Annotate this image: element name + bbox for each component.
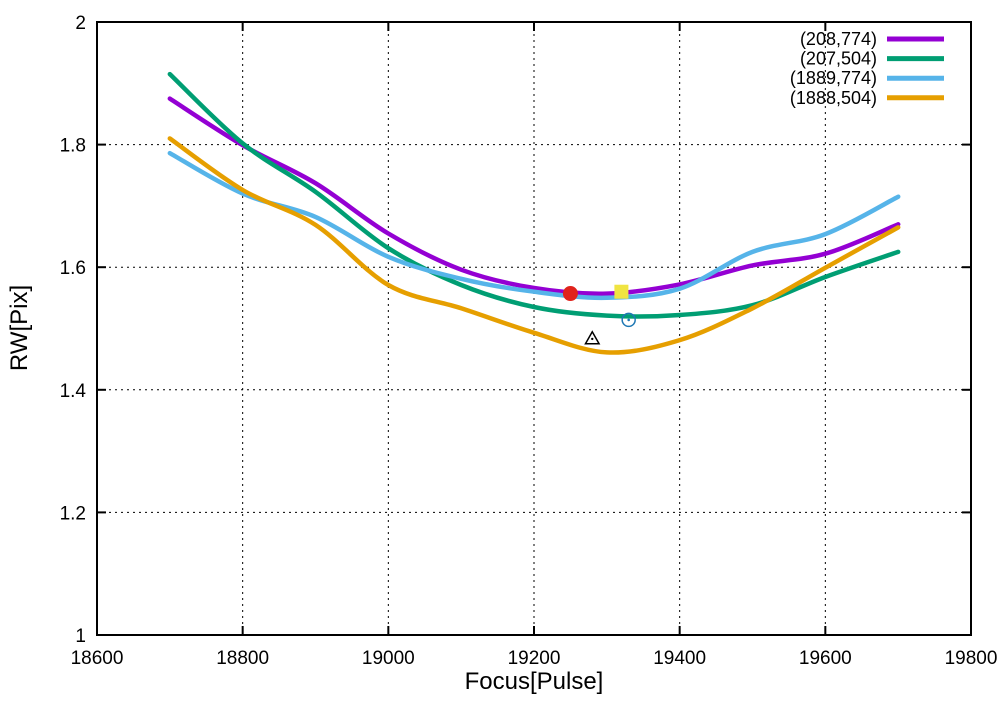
legend-entry: (208,774): [800, 29, 944, 49]
legend-entry: (1888,504): [790, 88, 944, 108]
x-tick-label: 19400: [653, 648, 706, 669]
x-axis-label: Focus[Pulse]: [465, 668, 604, 695]
y-tick-label: 1.4: [60, 381, 87, 402]
legend-entry: (207,504): [800, 49, 944, 69]
x-tick-label: 18800: [216, 648, 269, 669]
plot-area: 18600 18800 19000 19200 19400 19600 19800 1 1.2 1…: [60, 13, 998, 669]
series-line-(1888,504): [167, 136, 901, 355]
y-axis-label: RW[Pix]: [6, 285, 33, 371]
legend-label: (1888,504): [790, 88, 877, 108]
series-line-(1889,774): [167, 150, 901, 301]
legend-entry: (1889,774): [790, 68, 944, 88]
x-tick-label: 18600: [71, 648, 124, 669]
marker-triangle-open-dot: [591, 337, 594, 341]
x-tick-label: 19200: [508, 648, 561, 669]
marker-triangle-open: [584, 330, 601, 345]
x-tick-label: 19800: [945, 648, 998, 669]
marker-circle-filled: [562, 286, 578, 302]
x-tick-label: 19000: [362, 648, 415, 669]
x-tick-label: 19600: [799, 648, 852, 669]
marker-circle-open: [621, 312, 636, 328]
marker-square-filled: [614, 284, 629, 299]
legend-label: (207,504): [800, 49, 877, 69]
y-tick-label: 1.8: [60, 136, 86, 157]
y-tick-label: 1.6: [60, 258, 86, 279]
marker-circle-open-dot: [627, 318, 630, 322]
y-tick-label: 2: [75, 13, 86, 34]
legend-label: (1889,774): [790, 68, 877, 88]
y-tick-label: 1: [75, 626, 86, 647]
y-tick-label: 1.2: [60, 503, 86, 524]
legend-label: (208,774): [800, 29, 877, 49]
series-line-(208,774): [167, 96, 901, 296]
